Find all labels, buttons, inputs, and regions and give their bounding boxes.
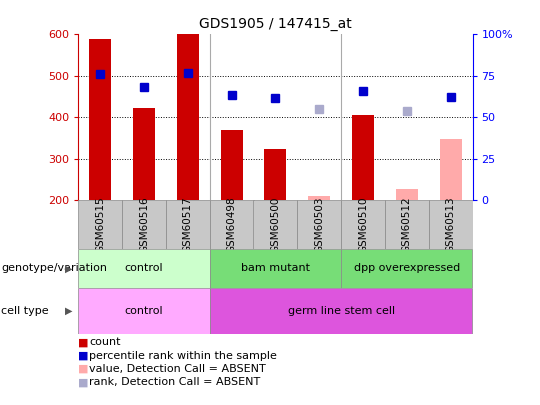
Bar (385, 200, 429, 249)
Text: GSM60500: GSM60500 (271, 196, 280, 253)
Bar (78, 288, 210, 334)
Text: value, Detection Call = ABSENT: value, Detection Call = ABSENT (89, 364, 266, 374)
Bar (89, 38, 111, 200)
Text: GSM60517: GSM60517 (183, 196, 193, 253)
Text: count: count (89, 337, 120, 347)
Bar (210, 288, 472, 334)
Text: GSM60516: GSM60516 (139, 196, 149, 253)
Bar (210, 200, 253, 249)
Bar (396, 189, 418, 200)
Text: cell type: cell type (1, 306, 49, 316)
Text: dpp overexpressed: dpp overexpressed (354, 263, 460, 273)
Text: GSM60513: GSM60513 (446, 196, 456, 253)
Bar (352, 115, 374, 200)
Bar (429, 200, 472, 249)
Bar (440, 139, 462, 200)
Bar (133, 108, 155, 200)
Bar (177, 34, 199, 200)
Text: genotype/variation: genotype/variation (1, 263, 107, 273)
Text: ▶: ▶ (65, 263, 73, 273)
Text: ■: ■ (78, 377, 89, 387)
Text: ■: ■ (78, 351, 89, 360)
Text: GSM60498: GSM60498 (227, 196, 237, 253)
Title: GDS1905 / 147415_at: GDS1905 / 147415_at (199, 17, 352, 31)
Bar (78, 249, 210, 288)
Bar (122, 200, 166, 249)
Text: GSM60515: GSM60515 (95, 196, 105, 253)
Text: GSM60503: GSM60503 (314, 196, 324, 253)
Bar (308, 196, 330, 200)
Text: percentile rank within the sample: percentile rank within the sample (89, 351, 277, 360)
Text: control: control (125, 263, 163, 273)
Text: germ line stem cell: germ line stem cell (287, 306, 395, 316)
Text: GSM60512: GSM60512 (402, 196, 412, 253)
Text: ■: ■ (78, 364, 89, 374)
Bar (166, 200, 210, 249)
Bar (78, 200, 122, 249)
Text: GSM60510: GSM60510 (358, 196, 368, 253)
Text: ▶: ▶ (65, 306, 73, 316)
Bar (341, 200, 385, 249)
Text: bam mutant: bam mutant (241, 263, 310, 273)
Bar (265, 149, 286, 200)
Bar (253, 200, 298, 249)
Bar (221, 130, 242, 200)
Text: ■: ■ (78, 337, 89, 347)
Text: control: control (125, 306, 163, 316)
Bar (210, 249, 341, 288)
Bar (298, 200, 341, 249)
Bar (341, 249, 472, 288)
Text: rank, Detection Call = ABSENT: rank, Detection Call = ABSENT (89, 377, 260, 387)
